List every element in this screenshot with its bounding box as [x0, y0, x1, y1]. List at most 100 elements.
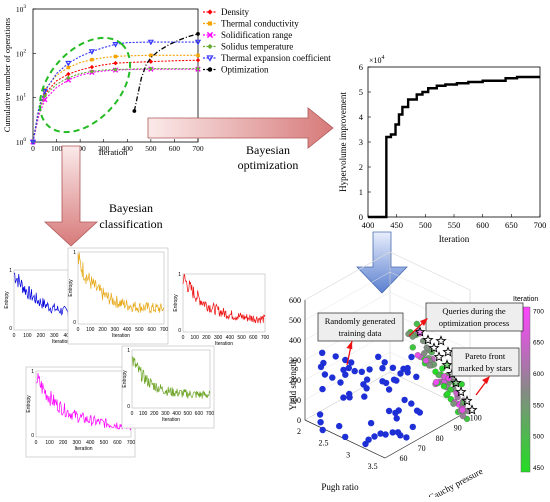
legend-marker [206, 31, 214, 39]
chart1-xtick-label: 0 [31, 144, 35, 153]
random-point [332, 353, 339, 360]
entropy-xtick-label: 100 [23, 333, 32, 339]
series-marker [195, 58, 201, 63]
chart2-ytick-label: 1 [359, 187, 363, 197]
pareto-star [433, 351, 445, 362]
entropy-xtick-label: 500 [237, 335, 246, 341]
series-marker [42, 97, 48, 103]
entropy-ytick-label: 1 [178, 272, 181, 278]
chart2-xtick-label: 450 [390, 220, 403, 230]
entropy-xtick-label: 100 [139, 411, 148, 417]
arrow-to-optimization [147, 107, 334, 149]
entropy-xtick-label: 300 [73, 440, 82, 446]
random-point [389, 429, 396, 436]
chart2-xtick-label: 400 [362, 220, 375, 230]
pareto-star [422, 334, 434, 345]
random-point [317, 419, 324, 426]
entropy-xtick-label: 0 [131, 411, 134, 417]
random-point [413, 373, 420, 380]
svg-text:optimization process: optimization process [439, 318, 510, 328]
query-point [458, 381, 465, 388]
entropy-xtick-label: 200 [150, 411, 159, 417]
series-marker [113, 67, 118, 72]
chart2-xtick-label: 700 [534, 220, 547, 230]
random-point [360, 381, 367, 388]
chart1-xtick-label: 300 [98, 144, 110, 153]
hypervolume-step-line [368, 75, 540, 219]
chart1-ticks: 0100200300400500600700100101102103 [16, 4, 204, 153]
entropy-panels: 010020030040050060070010IterationEntropy… [4, 247, 269, 458]
entropy-xtick-label: 400 [123, 327, 132, 333]
entropy-xlabel: Iteration [112, 333, 130, 339]
series-marker [89, 64, 95, 70]
scatter-ztick-label: 100 [289, 396, 301, 405]
series-marker [66, 71, 71, 77]
entropy-ytick-label: 0 [178, 328, 181, 334]
legend-label: Density [221, 7, 249, 17]
pareto-star [442, 346, 454, 357]
query-point [422, 357, 430, 364]
entropy-panel-magenta: 0 100 200 300 400 500 600 700 1 0 Iteration Entropy [25, 366, 136, 458]
random-point [408, 400, 415, 407]
pareto-star [455, 386, 467, 397]
random-point [329, 374, 336, 381]
bayesian-optimization-line2: optimization [238, 158, 299, 172]
scatter-ztick-label: 600 [289, 296, 301, 305]
chart2-ytick-label: 5 [359, 87, 363, 97]
series-marker [88, 49, 96, 55]
chart2-ytick-label: 0 [359, 212, 363, 222]
random-point [382, 431, 389, 438]
random-point [401, 396, 408, 404]
random-point [408, 353, 415, 361]
random-point [362, 440, 369, 448]
entropy-xtick-label: 0 [77, 327, 80, 333]
svg-text:training data: training data [339, 328, 382, 338]
random-point [409, 423, 416, 431]
series-marker [194, 39, 202, 46]
series-marker [89, 69, 95, 74]
entropy-xtick-label: 700 [127, 440, 136, 446]
random-point [321, 371, 329, 378]
colorbar-tick-label: 650 [533, 340, 544, 347]
query-point [432, 368, 439, 375]
series-line [133, 33, 199, 112]
legend-marker [207, 21, 213, 26]
series-marker [66, 65, 71, 70]
scatter-ytick-label: 90 [454, 424, 462, 433]
entropy-xtick-label: 100 [45, 440, 54, 446]
chart1-xlabel: Iteration [99, 147, 129, 157]
random-point [346, 390, 353, 398]
entropy-ytick-label: 1 [31, 369, 34, 375]
random-point [389, 364, 397, 371]
entropy-xtick-label: 700 [206, 411, 215, 417]
series-marker [149, 53, 153, 58]
pareto-scatter-3d: 0 100 200 300 400 500 600 2 2.5 3 3.5 60 70 80 90 100 Y… [288, 251, 544, 502]
scatter-ztick-label: 300 [289, 356, 301, 365]
legend-label: Thermal conductivity [221, 19, 299, 29]
chart1-ylabel: Cumulative number of operations [2, 18, 12, 133]
scatter-ytick-label: 80 [436, 434, 444, 443]
chart1-ytick-label: 103 [16, 4, 27, 14]
series-marker [65, 60, 72, 67]
random-point [351, 367, 358, 375]
query-point [414, 352, 421, 359]
entropy-xlabel: Iteration [74, 446, 92, 452]
entropy-xtick-label: 600 [113, 440, 122, 446]
entropy-line [77, 252, 165, 314]
random-point [366, 366, 373, 373]
random-point [358, 368, 365, 375]
legend-label: Solidus temperature [221, 42, 293, 52]
random-point [348, 359, 355, 366]
hypervolume-chart: 400 450 500 550 600 650 700 0 1 2 3 4 5 6 ×104 Iterat… [338, 55, 546, 244]
random-point [403, 434, 410, 441]
scatter-ztick-label: 0 [297, 416, 301, 425]
entropy-xlabel: Iteration [162, 417, 180, 423]
pareto-star [435, 335, 447, 346]
colorbar-tick-label: 600 [533, 371, 544, 378]
random-point [379, 378, 386, 385]
entropy-xtick-label: 100 [191, 335, 200, 341]
random-point [397, 370, 404, 377]
random-point [317, 363, 325, 371]
chart1-xtick-label: 500 [145, 144, 157, 153]
query-point [433, 378, 440, 386]
